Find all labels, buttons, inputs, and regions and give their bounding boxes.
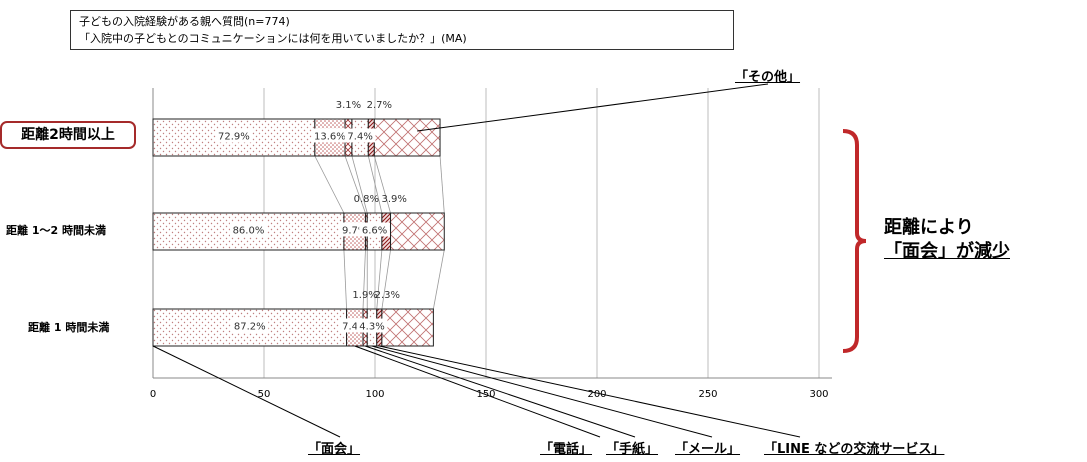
- data-label: 86.0%: [233, 226, 265, 237]
- data-label-bg: [311, 128, 349, 143]
- data-label: 7.4%: [347, 132, 372, 143]
- data-label: 87.2%: [234, 322, 266, 333]
- bar-segment: [390, 212, 445, 251]
- legend-label-phone: 「電話」: [540, 442, 593, 457]
- legend-label-visit: 「面会」: [308, 442, 361, 457]
- legend-label-letter: 「手紙」: [606, 442, 659, 457]
- series-connector: [439, 155, 445, 214]
- callout-leader: [152, 345, 341, 438]
- data-label-bg: [215, 128, 253, 143]
- legend-label-line: 「LINE などの交流サービス」: [764, 442, 945, 457]
- series-connector: [381, 249, 391, 310]
- series-connector: [344, 155, 366, 214]
- data-label-bg: [359, 222, 390, 237]
- x-tick-label: 300: [809, 389, 828, 400]
- data-label: 4.3%: [359, 322, 384, 333]
- bracket-mark: [842, 129, 867, 353]
- annotation-note: 距離により 「面会」が減少: [884, 216, 1010, 264]
- series-connector: [362, 249, 366, 310]
- annotation-line-2: 「面会」が減少: [884, 241, 1010, 262]
- series-connector: [314, 155, 345, 214]
- series-connector: [343, 249, 347, 310]
- x-tick-label: 100: [365, 389, 384, 400]
- bar-segment: [373, 118, 441, 157]
- data-label: 1.9%: [352, 290, 377, 301]
- question-box: 子どもの入院経験がある親へ質問(n=774) 「入院中の子どもとのコミュニケーシ…: [70, 10, 734, 50]
- annotation-line-1: 距離により: [884, 217, 974, 238]
- series-connector: [373, 155, 391, 214]
- callout-leader: [379, 345, 801, 438]
- series-connector: [351, 155, 368, 214]
- callout-leader: [354, 345, 601, 438]
- series-connector: [432, 249, 445, 310]
- x-tick-label: 250: [698, 389, 717, 400]
- data-label: 9.7%: [342, 226, 367, 237]
- series-connector: [376, 249, 383, 310]
- data-label: 0.8%: [354, 194, 379, 205]
- legend-label-mail: 「メール」: [675, 442, 741, 457]
- legend-label-other: 「その他」: [735, 70, 801, 85]
- category-label-far: 距離2時間以上: [0, 121, 136, 149]
- data-label: 3.1%: [336, 100, 361, 111]
- callout-leader: [417, 83, 769, 132]
- x-tick-label: 50: [258, 389, 271, 400]
- bar-segment: [152, 308, 348, 347]
- category-label-mid: 距離 1～2 時間未満: [6, 224, 106, 237]
- data-label: 3.9%: [382, 194, 407, 205]
- data-label-bg: [231, 318, 269, 333]
- data-label-bg: [229, 222, 267, 237]
- question-line-1: 子どもの入院経験がある親へ質問(n=774): [79, 15, 290, 28]
- data-label-bg: [344, 128, 376, 143]
- x-tick-label: 0: [150, 389, 156, 400]
- x-tick-label: 200: [587, 389, 606, 400]
- category-label-near: 距離 1 時間未満: [28, 321, 110, 334]
- data-label: 7.4%: [342, 322, 367, 333]
- bar-segment: [381, 308, 434, 347]
- data-label: 2.3%: [375, 290, 400, 301]
- data-label: 13.6%: [314, 132, 346, 143]
- series-connector: [367, 155, 383, 214]
- callout-leader: [371, 345, 713, 438]
- data-label-bg: [356, 318, 388, 333]
- data-label: 2.7%: [367, 100, 392, 111]
- data-label: 6.6%: [362, 226, 387, 237]
- question-line-2: 「入院中の子どもとのコミュニケーションには何を用いていましたか？」(MA): [79, 32, 467, 45]
- callout-leader: [364, 345, 636, 438]
- data-label: 72.9%: [218, 132, 250, 143]
